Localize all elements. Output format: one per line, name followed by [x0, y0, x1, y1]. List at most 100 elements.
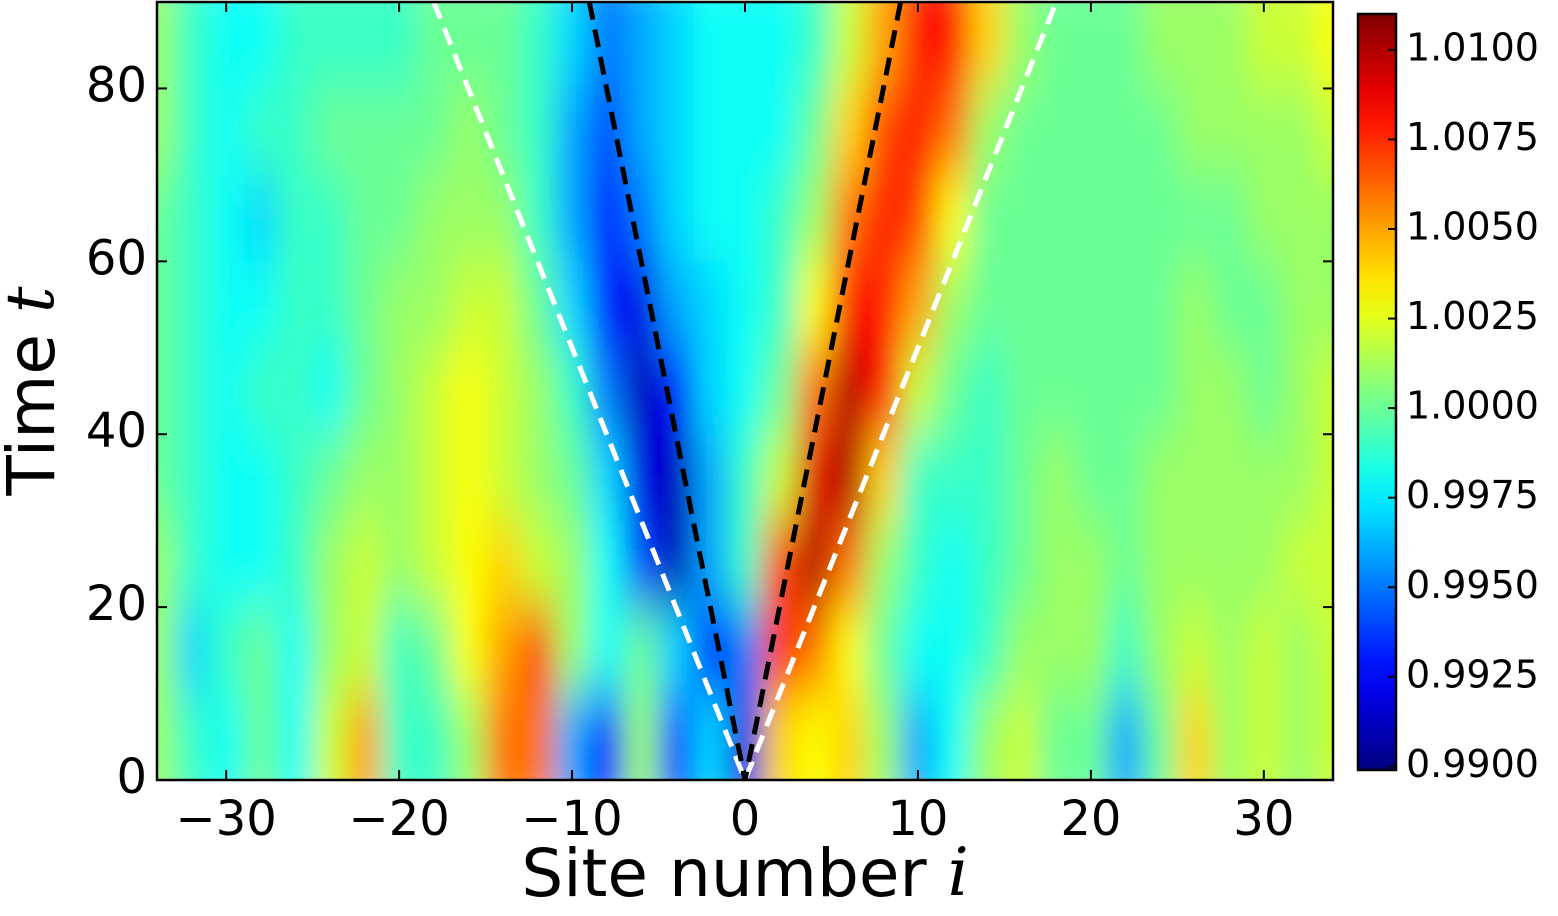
heat-cell: [589, 2, 625, 89]
heat-cell: [969, 693, 1005, 780]
heat-cell: [762, 88, 798, 176]
heat-cell: [381, 2, 417, 89]
heat-cell: [1039, 607, 1075, 695]
heat-cell: [347, 607, 383, 695]
heat-cell: [1246, 174, 1282, 262]
heat-cell: [174, 261, 210, 349]
heat-cell: [1281, 607, 1317, 695]
heat-cell: [1073, 607, 1109, 695]
heat-cell: [243, 520, 279, 608]
colorbar-tick-label: 0.9950: [1406, 563, 1539, 607]
heat-cell: [1004, 693, 1040, 780]
heat-cell: [969, 434, 1005, 522]
heat-cell: [1211, 607, 1248, 695]
heat-cell: [969, 520, 1005, 608]
heat-cell: [1177, 520, 1213, 608]
heat-cell: [727, 347, 763, 435]
heat-cell: [416, 434, 452, 522]
heat-cell: [1177, 434, 1213, 522]
heat-cell: [900, 693, 936, 780]
heat-cell: [416, 2, 452, 89]
heat-cell: [278, 520, 314, 608]
heat-cell: [520, 174, 556, 262]
heat-cell: [727, 174, 763, 262]
heat-cell: [243, 88, 279, 176]
heat-cell: [589, 174, 625, 262]
heat-cell: [1211, 693, 1248, 780]
heat-cell: [1211, 434, 1248, 522]
heat-cell: [1281, 693, 1317, 780]
heat-cell: [451, 88, 487, 176]
heat-cell: [969, 261, 1005, 349]
heat-cell: [243, 434, 279, 522]
heat-cell: [1073, 2, 1109, 89]
colorbar-tick-label: 1.0100: [1406, 25, 1539, 69]
heat-cell: [900, 261, 936, 349]
heat-cell: [208, 88, 244, 176]
heat-cell: [693, 520, 729, 608]
colorbar-tick-label: 1.0075: [1406, 115, 1539, 159]
heat-cell: [1004, 174, 1040, 262]
heat-cell: [727, 607, 763, 695]
heat-cell: [1315, 88, 1333, 176]
heat-cell: [1039, 88, 1075, 176]
heat-cell: [1315, 693, 1333, 780]
heat-cell: [243, 607, 279, 695]
x-tick-label: −10: [521, 791, 622, 847]
heat-cell: [1142, 261, 1178, 349]
heat-cell: [347, 261, 383, 349]
heat-cell: [278, 607, 314, 695]
heat-cell: [1108, 607, 1144, 695]
heat-cell: [762, 607, 798, 695]
heat-cell: [762, 347, 798, 435]
heat-cell: [693, 607, 729, 695]
heat-cell: [1073, 88, 1109, 176]
heat-cell: [381, 693, 417, 780]
heat-cell: [831, 174, 867, 262]
heat-cell: [1004, 607, 1040, 695]
heat-cell: [831, 347, 867, 435]
colorbar-tick-label: 0.9900: [1406, 742, 1539, 786]
heat-cell: [157, 607, 175, 695]
heat-cell: [727, 434, 763, 522]
heat-cell: [589, 434, 625, 522]
heat-cell: [208, 261, 244, 349]
heat-cell: [1142, 347, 1178, 435]
heat-cell: [312, 88, 348, 176]
heat-cell: [278, 174, 314, 262]
heat-cell: [623, 174, 660, 262]
heat-cell: [451, 347, 487, 435]
heat-cell: [485, 347, 521, 435]
heat-cell: [451, 174, 487, 262]
heat-cell: [1142, 2, 1178, 89]
heat-cell: [1281, 520, 1317, 608]
heat-cell: [208, 2, 244, 89]
heat-cell: [1177, 174, 1213, 262]
heat-cell: [589, 693, 625, 780]
y-tick-label: 40: [86, 403, 147, 459]
heat-cell: [554, 693, 590, 780]
heat-cell: [416, 174, 452, 262]
y-label-text: Time: [0, 334, 70, 497]
heat-cell: [762, 434, 798, 522]
heat-cell: [554, 261, 590, 349]
colorbar-tick-label: 1.0025: [1406, 294, 1539, 338]
heat-cell: [485, 174, 521, 262]
heat-cell: [935, 347, 971, 435]
heat-cell: [1315, 174, 1333, 262]
heat-cell: [1315, 434, 1333, 522]
heat-cell: [866, 693, 902, 780]
heat-cell: [900, 434, 936, 522]
heat-cell: [554, 174, 590, 262]
heat-cell: [451, 520, 487, 608]
heat-cell: [381, 520, 417, 608]
heat-cell: [312, 607, 348, 695]
heat-cell: [278, 693, 314, 780]
heat-cell: [381, 174, 417, 262]
heat-cell: [1211, 520, 1248, 608]
heat-cell: [554, 434, 590, 522]
heat-cell: [174, 88, 210, 176]
heat-cell: [1315, 520, 1333, 608]
heat-cell: [866, 520, 902, 608]
y-tick-label: 0: [116, 749, 147, 805]
